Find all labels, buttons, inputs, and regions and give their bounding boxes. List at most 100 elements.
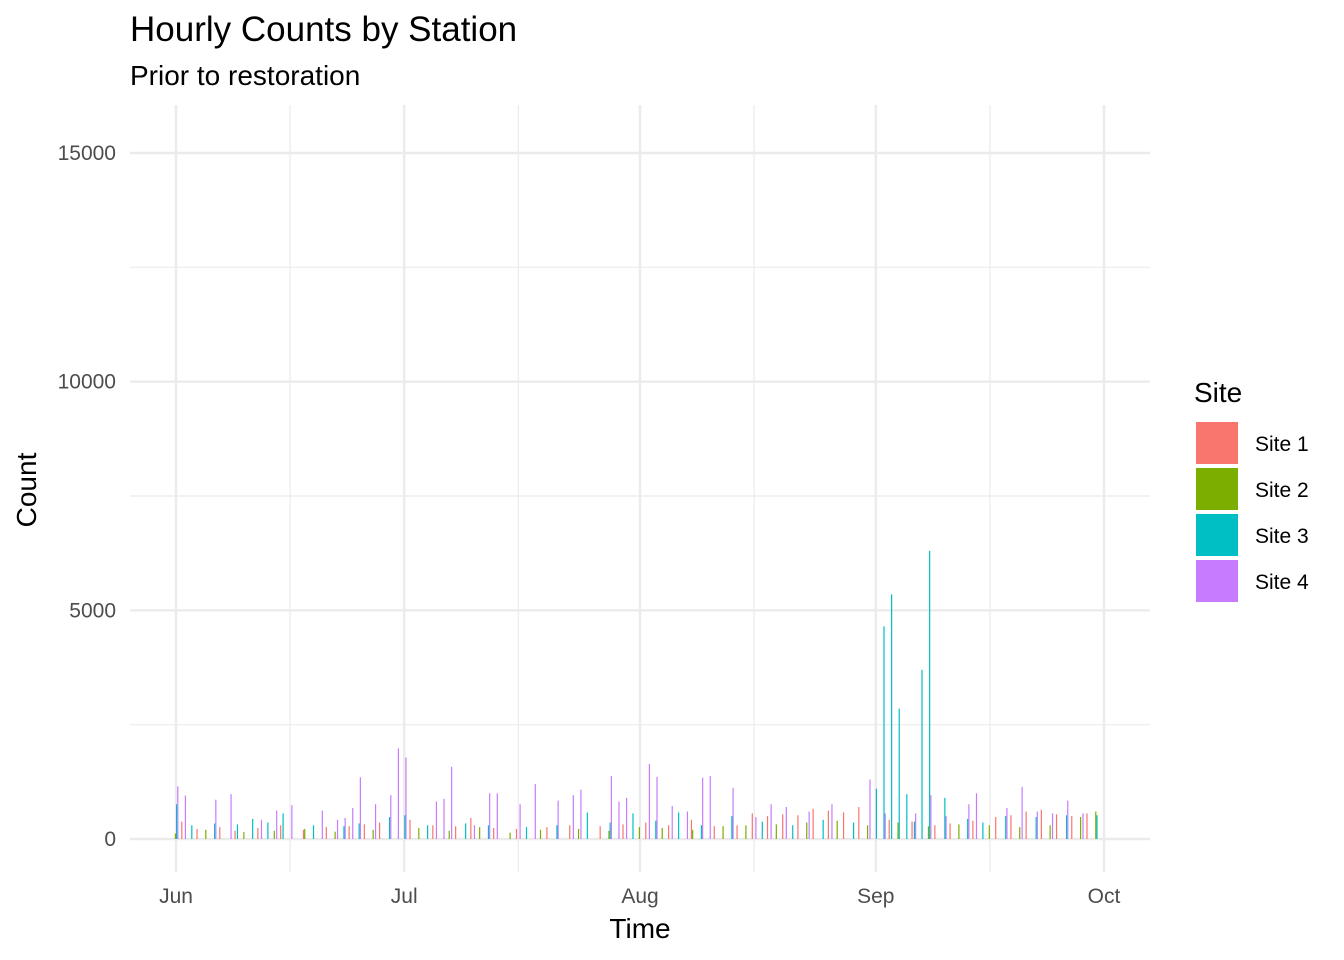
bar: [580, 789, 582, 839]
legend-label: Site 1: [1255, 433, 1309, 456]
legend-label: Site 4: [1255, 571, 1309, 594]
bar: [709, 775, 711, 839]
bar: [927, 826, 930, 839]
bar: [891, 594, 893, 839]
bar: [344, 817, 346, 839]
y-axis-title: Count: [11, 452, 42, 527]
bar: [519, 804, 521, 839]
legend-label: Site 3: [1255, 525, 1309, 548]
bar: [390, 795, 392, 839]
bar: [785, 806, 787, 839]
bar: [177, 786, 179, 839]
chart-title: Hourly Counts by Station: [130, 10, 517, 49]
legend-label: Site 2: [1255, 479, 1309, 502]
bar: [451, 766, 453, 839]
bar: [797, 815, 799, 839]
bar: [325, 827, 327, 839]
legend-key: [1196, 422, 1238, 464]
bar: [378, 822, 381, 839]
bar: [1096, 815, 1098, 839]
bar: [806, 822, 808, 839]
bar: [525, 827, 528, 839]
y-tick-label: 15000: [58, 142, 116, 165]
bar: [321, 810, 323, 839]
bar: [638, 827, 640, 839]
bar: [713, 826, 715, 839]
bar: [577, 828, 580, 839]
bar: [1067, 800, 1069, 839]
bar: [875, 788, 877, 839]
legend-key: [1196, 514, 1238, 556]
bar: [276, 810, 278, 839]
bar: [372, 829, 374, 839]
bar: [915, 813, 917, 839]
bar: [236, 824, 239, 839]
bar: [515, 828, 518, 839]
bar: [792, 825, 794, 839]
bar: [869, 779, 871, 839]
bar: [489, 793, 491, 839]
bar: [745, 825, 747, 839]
bar: [586, 812, 588, 839]
bar: [736, 825, 738, 839]
bar: [174, 833, 176, 839]
bar: [487, 825, 490, 839]
bar: [648, 764, 651, 839]
bar: [427, 825, 429, 839]
bar: [1065, 815, 1068, 839]
bar: [252, 818, 254, 839]
bar: [975, 793, 978, 839]
bar: [782, 814, 784, 839]
y-tick-label: 10000: [58, 371, 116, 394]
bar: [196, 828, 198, 839]
bar: [988, 825, 990, 839]
bar: [929, 550, 931, 839]
bar: [280, 825, 282, 839]
bar: [302, 829, 305, 839]
bar: [692, 829, 694, 839]
bar: [608, 830, 610, 839]
bar: [1010, 815, 1012, 839]
bar: [569, 825, 571, 839]
bar: [827, 810, 829, 839]
bar: [352, 807, 354, 839]
bar: [1079, 817, 1082, 839]
bar: [557, 800, 559, 839]
bar: [625, 797, 628, 839]
bar: [888, 819, 890, 839]
bar: [230, 794, 232, 839]
bar: [1025, 811, 1027, 839]
grid: [130, 105, 1150, 872]
bar: [858, 806, 860, 839]
bar: [304, 828, 306, 839]
bar: [572, 795, 574, 839]
bar: [930, 795, 932, 839]
bar: [622, 824, 624, 839]
x-tick-label: Sep: [857, 885, 894, 908]
bar: [334, 831, 336, 839]
bar: [1035, 817, 1037, 839]
bar: [374, 804, 377, 839]
bar: [534, 784, 536, 839]
y-axis: 0 5000 10000 15000: [58, 142, 116, 851]
bar: [539, 829, 542, 839]
bar: [1055, 814, 1058, 839]
x-tick-label: Oct: [1088, 885, 1121, 908]
bar: [949, 823, 951, 839]
bar: [618, 801, 620, 839]
bar: [1019, 827, 1021, 839]
bar: [358, 823, 360, 839]
bar: [822, 819, 824, 839]
bar: [359, 777, 361, 839]
bar: [761, 821, 763, 839]
bar: [343, 826, 345, 839]
x-axis-title: Time: [609, 913, 670, 944]
bar: [493, 828, 495, 839]
bar: [418, 828, 420, 839]
bar: [1049, 825, 1051, 839]
bar: [465, 823, 467, 839]
bar: [911, 821, 913, 839]
bar: [219, 827, 221, 839]
bar: [995, 817, 997, 839]
